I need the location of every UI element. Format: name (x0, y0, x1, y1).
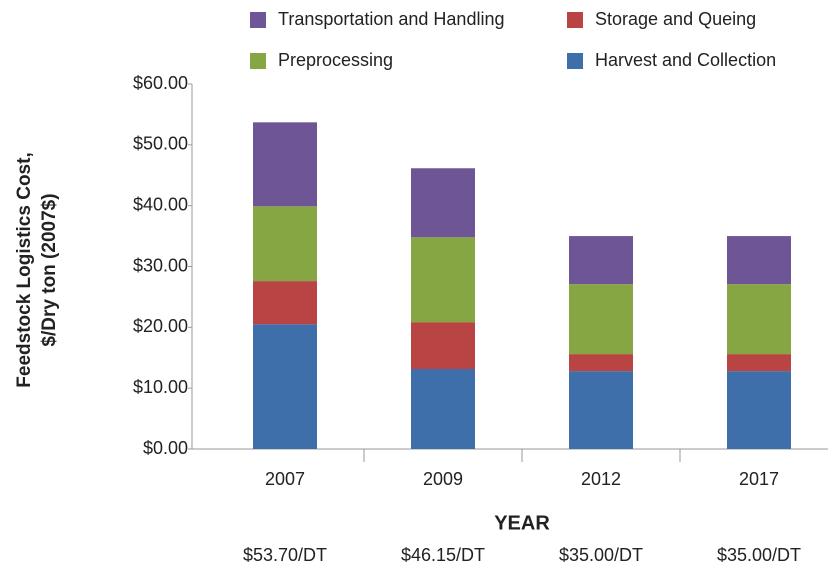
x-tick-label: 2017 (739, 469, 779, 489)
bar-segment (253, 206, 317, 282)
x-axis-label: YEAR (494, 512, 550, 534)
bar-segment (253, 324, 317, 449)
bar-segment (253, 281, 317, 325)
legend-label: Preprocessing (278, 50, 393, 70)
bar-segment (411, 369, 475, 449)
bar-segment (569, 371, 633, 449)
bar-segment (569, 354, 633, 372)
y-tick-label: $10.00 (133, 377, 188, 397)
legend-label: Storage and Queing (595, 9, 756, 29)
bar-segment (411, 168, 475, 238)
legend-swatch (567, 12, 583, 28)
bar-segment (253, 122, 317, 207)
x-tick-label: 2009 (423, 469, 463, 489)
total-label: $46.15/DT (401, 545, 485, 565)
bar-segment (411, 237, 475, 323)
y-tick-label: $30.00 (133, 255, 188, 275)
total-label: $35.00/DT (559, 545, 643, 565)
x-tick-label: 2012 (581, 469, 621, 489)
bar-segment (569, 284, 633, 355)
bar-segment (727, 284, 791, 355)
bar-segment (727, 236, 791, 285)
y-tick-label: $0.00 (143, 438, 188, 458)
bar-segment (727, 371, 791, 449)
legend-label: Transportation and Handling (278, 9, 504, 29)
total-label: $53.70/DT (243, 545, 327, 565)
bar-segment (411, 322, 475, 370)
legend-swatch (250, 12, 266, 28)
y-tick-label: $60.00 (133, 73, 188, 93)
bar-segment (727, 354, 791, 372)
x-tick-label: 2007 (265, 469, 305, 489)
legend-label: Harvest and Collection (595, 50, 776, 70)
total-label: $35.00/DT (717, 545, 801, 565)
legend-swatch (250, 53, 266, 69)
y-tick-label: $20.00 (133, 316, 188, 336)
y-axis-label: Feedstock Logistics Cost, (14, 152, 35, 387)
y-axis-label: $/Dry ton (2007$) (39, 193, 60, 346)
bar-segment (569, 236, 633, 285)
y-tick-label: $50.00 (133, 134, 188, 154)
y-tick-label: $40.00 (133, 194, 188, 214)
legend-swatch (567, 53, 583, 69)
